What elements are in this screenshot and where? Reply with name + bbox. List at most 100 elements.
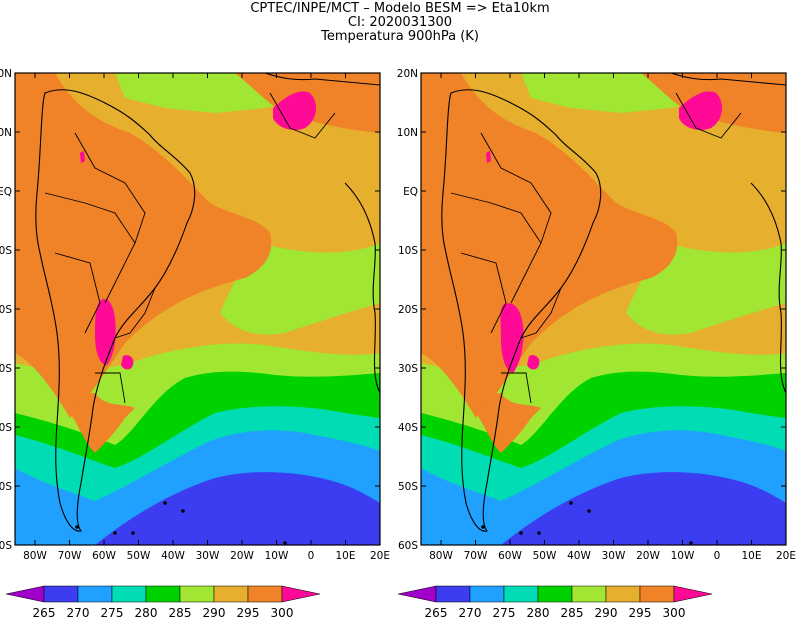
country-border — [95, 372, 126, 404]
temperature-field — [421, 73, 786, 545]
country-border — [480, 132, 552, 244]
island — [75, 525, 79, 529]
lat-label: 50S — [0, 481, 12, 493]
temperature-band — [527, 355, 540, 370]
island — [481, 525, 485, 529]
coastline — [670, 73, 786, 86]
colorbar-segment — [571, 585, 607, 603]
island — [163, 501, 167, 505]
temperature-band — [15, 73, 272, 418]
colorbar-segment — [537, 585, 573, 603]
colorbar-arrow-high — [281, 585, 321, 603]
lat-label: 10S — [0, 245, 12, 257]
colorbar-segment — [503, 585, 539, 603]
lat-label: 10N — [0, 127, 12, 139]
map-panel-1: 20N 10N EQ 10S 20S 30S 40S 50S 60S 80W 70W 60W 50W 40… — [0, 68, 390, 562]
map-panel-2: 20N 10N EQ 10S 20S 30S 40S 50S 60S 80W 70W 60W 50W 40… — [397, 68, 796, 562]
lon-label: 40W — [567, 550, 591, 562]
colorbar-label: 295 — [237, 606, 260, 618]
colorbar-label: 300 — [663, 606, 686, 618]
colorbar-1: 265 270 275 280 285 290 295 300 — [5, 585, 321, 618]
colorbar-label: 275 — [493, 606, 516, 618]
colorbar-segment — [469, 585, 505, 603]
lat-label: 50S — [398, 481, 418, 493]
coastline — [264, 73, 380, 86]
island — [113, 531, 117, 535]
lon-label: 20E — [776, 550, 796, 562]
country-border — [675, 92, 742, 139]
lon-label: 50W — [127, 550, 151, 562]
colorbar-arrow-low — [5, 585, 45, 603]
colorbar-segment — [145, 585, 181, 603]
colorbar-label: 295 — [629, 606, 652, 618]
lat-label: 30S — [0, 363, 12, 375]
colorbar-segment — [213, 585, 249, 603]
lon-label: 50W — [533, 550, 557, 562]
lon-label: 10W — [671, 550, 695, 562]
lon-label: 80W — [429, 550, 453, 562]
colorbar-segment — [179, 585, 215, 603]
island — [569, 501, 573, 505]
temperature-band — [421, 73, 678, 418]
lat-label: 10S — [398, 245, 418, 257]
island — [181, 509, 185, 513]
country-border — [269, 92, 336, 139]
temperature-band — [80, 151, 85, 163]
island — [689, 541, 693, 545]
colorbar-label: 265 — [425, 606, 448, 618]
colorbar-label: 290 — [595, 606, 618, 618]
lat-label: 20N — [397, 68, 418, 80]
colorbar-label: 265 — [33, 606, 56, 618]
coastline — [35, 89, 196, 532]
country-border — [501, 372, 532, 404]
country-border — [44, 192, 136, 304]
colorbar-segment — [605, 585, 641, 603]
temperature-band — [121, 355, 134, 370]
colorbar-label: 285 — [561, 606, 584, 618]
temperature-field — [15, 73, 380, 545]
country-border — [520, 287, 562, 339]
colorbar-label: 290 — [203, 606, 226, 618]
colorbar-segment — [43, 585, 79, 603]
island — [537, 531, 541, 535]
colorbar-label: 280 — [527, 606, 550, 618]
lat-label: 20N — [0, 68, 12, 80]
lon-label: 30W — [196, 550, 220, 562]
lon-label: 20W — [636, 550, 660, 562]
lon-label: 40W — [161, 550, 185, 562]
island — [283, 541, 287, 545]
lat-label: EQ — [0, 186, 12, 198]
lat-label: EQ — [403, 186, 418, 198]
colorbar-segment — [77, 585, 113, 603]
colorbar-arrow-high — [673, 585, 713, 603]
temperature-band — [273, 91, 317, 130]
lon-label: 70W — [464, 550, 488, 562]
temperature-band — [70, 393, 135, 453]
colorbar-segment — [435, 585, 471, 603]
temperature-band — [95, 472, 380, 545]
temperature-band — [486, 151, 491, 163]
colorbar-label: 275 — [101, 606, 124, 618]
colorbar-segment — [111, 585, 147, 603]
lon-label: 10E — [336, 550, 356, 562]
title-line-model: CPTEC/INPE/MCT – Modelo BESM => Eta10km — [250, 1, 550, 16]
lat-label: 20S — [0, 304, 12, 316]
island — [131, 531, 135, 535]
country-border — [54, 252, 101, 334]
lon-label: 30W — [602, 550, 626, 562]
coastline — [344, 182, 380, 394]
title-line-initial-condition: CI: 2020031300 — [347, 15, 453, 30]
island — [519, 531, 523, 535]
lon-label: 10W — [265, 550, 289, 562]
lon-label: 20W — [230, 550, 254, 562]
temperature-band — [679, 91, 723, 130]
colorbar-2: 265 270 275 280 285 290 295 300 — [397, 585, 713, 618]
island — [587, 509, 591, 513]
temperature-band — [500, 303, 524, 373]
lon-label: 0 — [714, 550, 721, 562]
temperature-band — [476, 393, 541, 453]
lon-label: 0 — [308, 550, 315, 562]
colorbar-label: 270 — [67, 606, 90, 618]
lon-label: 10E — [742, 550, 762, 562]
